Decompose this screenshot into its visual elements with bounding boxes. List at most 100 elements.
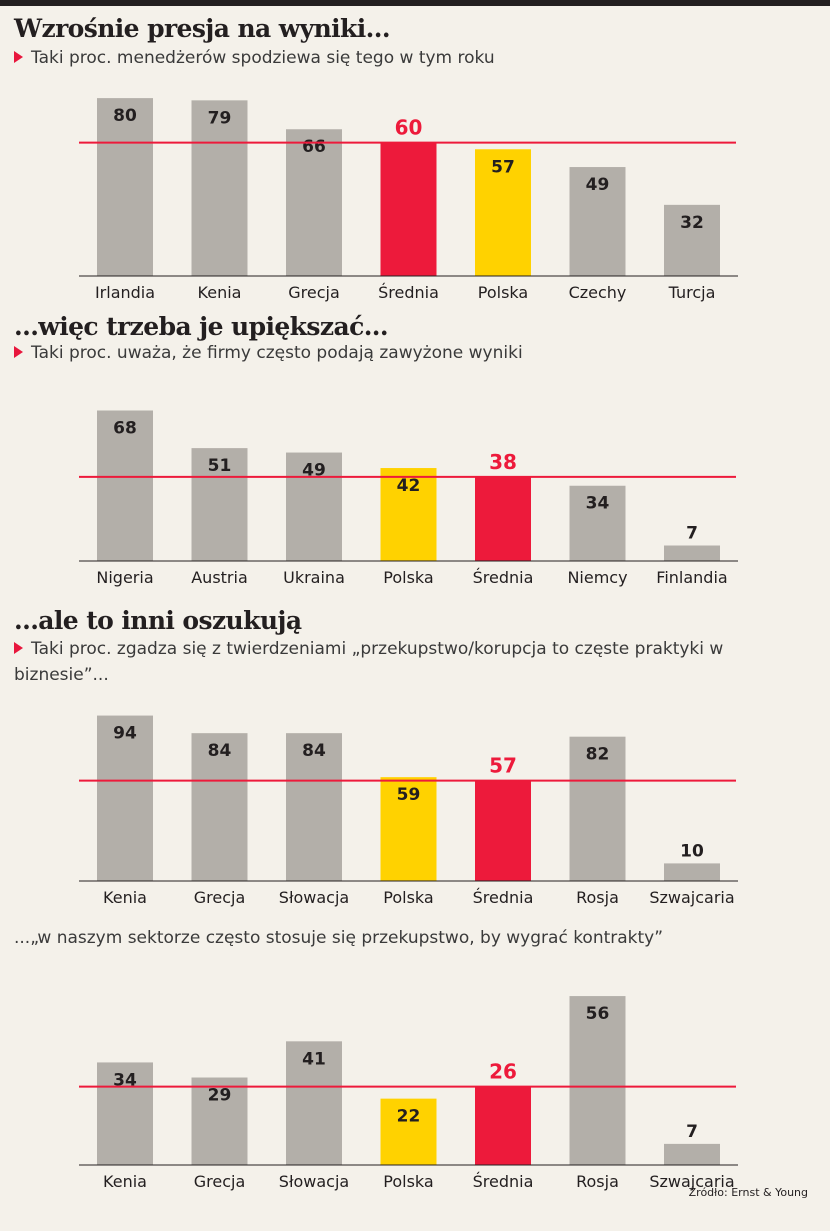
bar-Rosja xyxy=(569,996,626,1165)
value-label: 79 xyxy=(208,108,232,128)
bar-Średnia xyxy=(475,1086,531,1165)
value-label: 57 xyxy=(489,754,517,778)
chart-1-subtitle: Taki proc. menedżerów spodziewa się tego… xyxy=(14,45,804,71)
bar-Średnia xyxy=(475,780,531,881)
chart-4-subtitle: ...„w naszym sektorze często stosuje się… xyxy=(14,928,664,948)
bar-Finlandia xyxy=(664,545,720,561)
category-label: Rosja xyxy=(576,1172,619,1191)
value-label: 94 xyxy=(113,724,137,744)
category-label: Polska xyxy=(478,283,528,302)
bar-Kenia xyxy=(191,100,248,276)
bar-Szwajcaria xyxy=(664,1143,720,1165)
bar-Austria xyxy=(191,448,248,561)
bar-Polska xyxy=(475,149,531,276)
value-label: 32 xyxy=(680,213,704,233)
category-label: Polska xyxy=(383,1172,433,1191)
bar-Irlandia xyxy=(97,98,153,276)
category-label: Średnia xyxy=(473,1172,534,1191)
category-label: Średnia xyxy=(378,283,439,302)
category-label: Grecja xyxy=(194,1172,246,1191)
triangle-bullet-icon xyxy=(14,51,23,63)
bar-Polska xyxy=(380,1098,437,1165)
value-label: 22 xyxy=(397,1107,421,1127)
category-label: Kenia xyxy=(103,1172,147,1191)
chart-2-subtitle: Taki proc. uważa, że firmy często podają… xyxy=(14,340,804,366)
value-label: 56 xyxy=(586,1004,610,1024)
category-label: Turcja xyxy=(668,283,716,302)
source-note: Źródło: Ernst & Young xyxy=(688,1186,808,1199)
category-label: Szwajcaria xyxy=(649,888,734,907)
bar-Nigeria xyxy=(97,410,153,561)
category-label: Austria xyxy=(191,568,248,587)
chart-2-title: ...więc trzeba je upiększać... xyxy=(14,312,389,341)
chart-3-title: ...ale to inni oszukują xyxy=(14,606,302,635)
value-label: 60 xyxy=(395,116,423,140)
value-label: 82 xyxy=(586,745,610,765)
value-label: 66 xyxy=(302,137,326,157)
value-label: 42 xyxy=(397,476,421,496)
category-label: Kenia xyxy=(103,888,147,907)
bar-Czechy xyxy=(569,167,626,276)
value-label: 68 xyxy=(113,418,137,438)
value-label: 80 xyxy=(113,106,137,126)
bar-Szwajcaria xyxy=(664,863,720,881)
bar-Turcja xyxy=(664,204,720,276)
value-label: 26 xyxy=(489,1060,517,1084)
category-label: Słowacja xyxy=(279,1172,349,1191)
chart-2-subtitle-text: Taki proc. uważa, że firmy często podają… xyxy=(31,343,523,363)
bar-Średnia xyxy=(380,142,437,276)
bar-Kenia xyxy=(97,1062,153,1165)
chart-1-title: Wzrośnie presja na wyniki... xyxy=(14,14,391,43)
category-label: Finlandia xyxy=(656,568,727,587)
value-label: 49 xyxy=(586,175,610,195)
value-label: 57 xyxy=(491,157,515,177)
triangle-bullet-icon xyxy=(14,642,23,654)
value-label: 7 xyxy=(686,1122,698,1142)
value-label: 84 xyxy=(302,741,326,761)
bar-Grecja xyxy=(286,129,342,276)
category-label: Średnia xyxy=(473,888,534,907)
bar-Średnia xyxy=(475,476,531,561)
category-label: Grecja xyxy=(288,283,340,302)
category-label: Kenia xyxy=(198,283,242,302)
bar-Rosja xyxy=(569,736,626,881)
bar-Grecja xyxy=(191,1077,248,1165)
category-label: Ukraina xyxy=(283,568,345,587)
category-label: Średnia xyxy=(473,568,534,587)
bar-Grecja xyxy=(191,733,248,881)
chart-4: 34 Kenia 29 Grecja 41 Słowacja 22 Polska 26 Średn… xyxy=(79,996,738,1191)
top-rule xyxy=(0,0,830,6)
bar-Słowacja xyxy=(286,733,342,881)
value-label: 29 xyxy=(208,1086,232,1106)
category-label: Irlandia xyxy=(95,283,155,302)
chart-3-subtitle-text: Taki proc. zgadza się z twierdzeniami „p… xyxy=(14,639,724,685)
value-label: 34 xyxy=(113,1070,137,1090)
chart-3-subtitle: Taki proc. zgadza się z twierdzeniami „p… xyxy=(14,636,804,688)
category-label: Grecja xyxy=(194,888,246,907)
category-label: Polska xyxy=(383,568,433,587)
category-label: Polska xyxy=(383,888,433,907)
triangle-bullet-icon xyxy=(14,346,23,358)
chart-1-subtitle-text: Taki proc. menedżerów spodziewa się tego… xyxy=(31,48,495,68)
bar-Niemcy xyxy=(569,485,626,561)
bar-Polska xyxy=(380,777,437,881)
chart-3: 94 Kenia 84 Grecja 84 Słowacja 59 Polska 57 Średn… xyxy=(79,715,738,907)
bar-Słowacja xyxy=(286,1041,342,1165)
bar-Ukraina xyxy=(286,452,342,561)
value-label: 51 xyxy=(208,456,232,476)
value-label: 34 xyxy=(586,494,610,514)
value-label: 41 xyxy=(302,1049,326,1069)
chart-2: 68 Nigeria 51 Austria 49 Ukraina 42 Polska 38 Śre… xyxy=(79,410,738,587)
category-label: Nigeria xyxy=(96,568,153,587)
bar-Polska xyxy=(380,468,437,561)
value-label: 38 xyxy=(489,450,517,474)
value-label: 10 xyxy=(680,841,704,861)
category-label: Czechy xyxy=(569,283,627,302)
category-label: Rosja xyxy=(576,888,619,907)
category-label: Niemcy xyxy=(567,568,627,587)
chart-1: 80 Irlandia 79 Kenia 66 Grecja 60 Średnia 57 Pols… xyxy=(79,98,738,302)
bar-Kenia xyxy=(97,715,153,881)
category-label: Słowacja xyxy=(279,888,349,907)
value-label: 59 xyxy=(397,785,421,805)
category-label: Szwajcaria xyxy=(649,1172,734,1191)
